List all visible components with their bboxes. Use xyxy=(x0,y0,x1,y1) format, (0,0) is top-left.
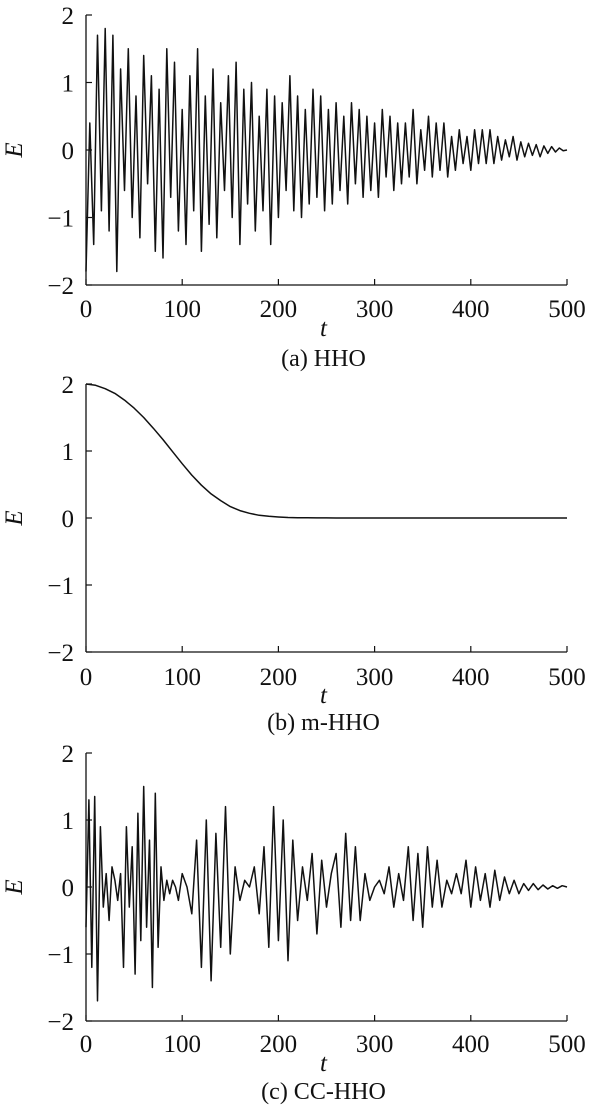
panel-caption: (c) CC-HHO xyxy=(261,1079,386,1105)
x-tick-label: 300 xyxy=(356,296,394,323)
x-axis-label: t xyxy=(320,1050,328,1077)
x-tick-label: 100 xyxy=(163,296,201,323)
x-tick-label: 0 xyxy=(80,1031,93,1058)
y-tick-label: −1 xyxy=(47,206,74,233)
y-tick-label: −1 xyxy=(47,573,74,600)
x-tick-label: 300 xyxy=(356,1031,394,1058)
y-tick-label: −2 xyxy=(47,1009,74,1036)
y-tick-label: 0 xyxy=(62,506,75,533)
y-axis-label: E xyxy=(1,879,28,895)
x-tick-label: 400 xyxy=(452,664,490,691)
x-tick-label: 0 xyxy=(80,296,93,323)
series-line xyxy=(85,785,568,1002)
x-tick-label: 200 xyxy=(260,1031,298,1058)
x-tick-label: 400 xyxy=(452,296,490,323)
y-tick-label: 2 xyxy=(62,3,75,30)
x-axis-label: t xyxy=(320,682,328,709)
y-tick-label: 0 xyxy=(62,138,75,165)
y-tick-label: −2 xyxy=(47,273,74,300)
y-axis-label: E xyxy=(1,510,28,526)
series-line xyxy=(85,383,567,519)
x-tick-label: 500 xyxy=(548,296,586,323)
series-line xyxy=(85,27,568,273)
y-tick-label: −1 xyxy=(47,942,74,969)
y-axis-label: E xyxy=(1,142,28,158)
x-tick-label: 200 xyxy=(260,664,298,691)
x-tick-label: 400 xyxy=(452,1031,490,1058)
y-tick-label: 0 xyxy=(62,875,75,902)
panel-caption: (b) m-HHO xyxy=(267,710,380,736)
x-tick-label: 500 xyxy=(548,1031,586,1058)
y-tick-label: 2 xyxy=(62,372,75,399)
y-tick-label: 1 xyxy=(62,439,75,466)
y-tick-label: 1 xyxy=(62,71,75,98)
y-tick-label: 2 xyxy=(62,741,75,768)
panel-caption: (a) HHO xyxy=(281,346,366,372)
x-tick-label: 500 xyxy=(548,664,586,691)
x-tick-label: 200 xyxy=(260,296,298,323)
y-tick-label: −2 xyxy=(47,640,74,667)
x-tick-label: 100 xyxy=(163,664,201,691)
y-tick-label: 1 xyxy=(62,808,75,835)
x-tick-label: 0 xyxy=(80,664,93,691)
x-tick-label: 300 xyxy=(356,664,394,691)
x-tick-label: 100 xyxy=(163,1031,201,1058)
x-axis-label: t xyxy=(320,315,328,342)
